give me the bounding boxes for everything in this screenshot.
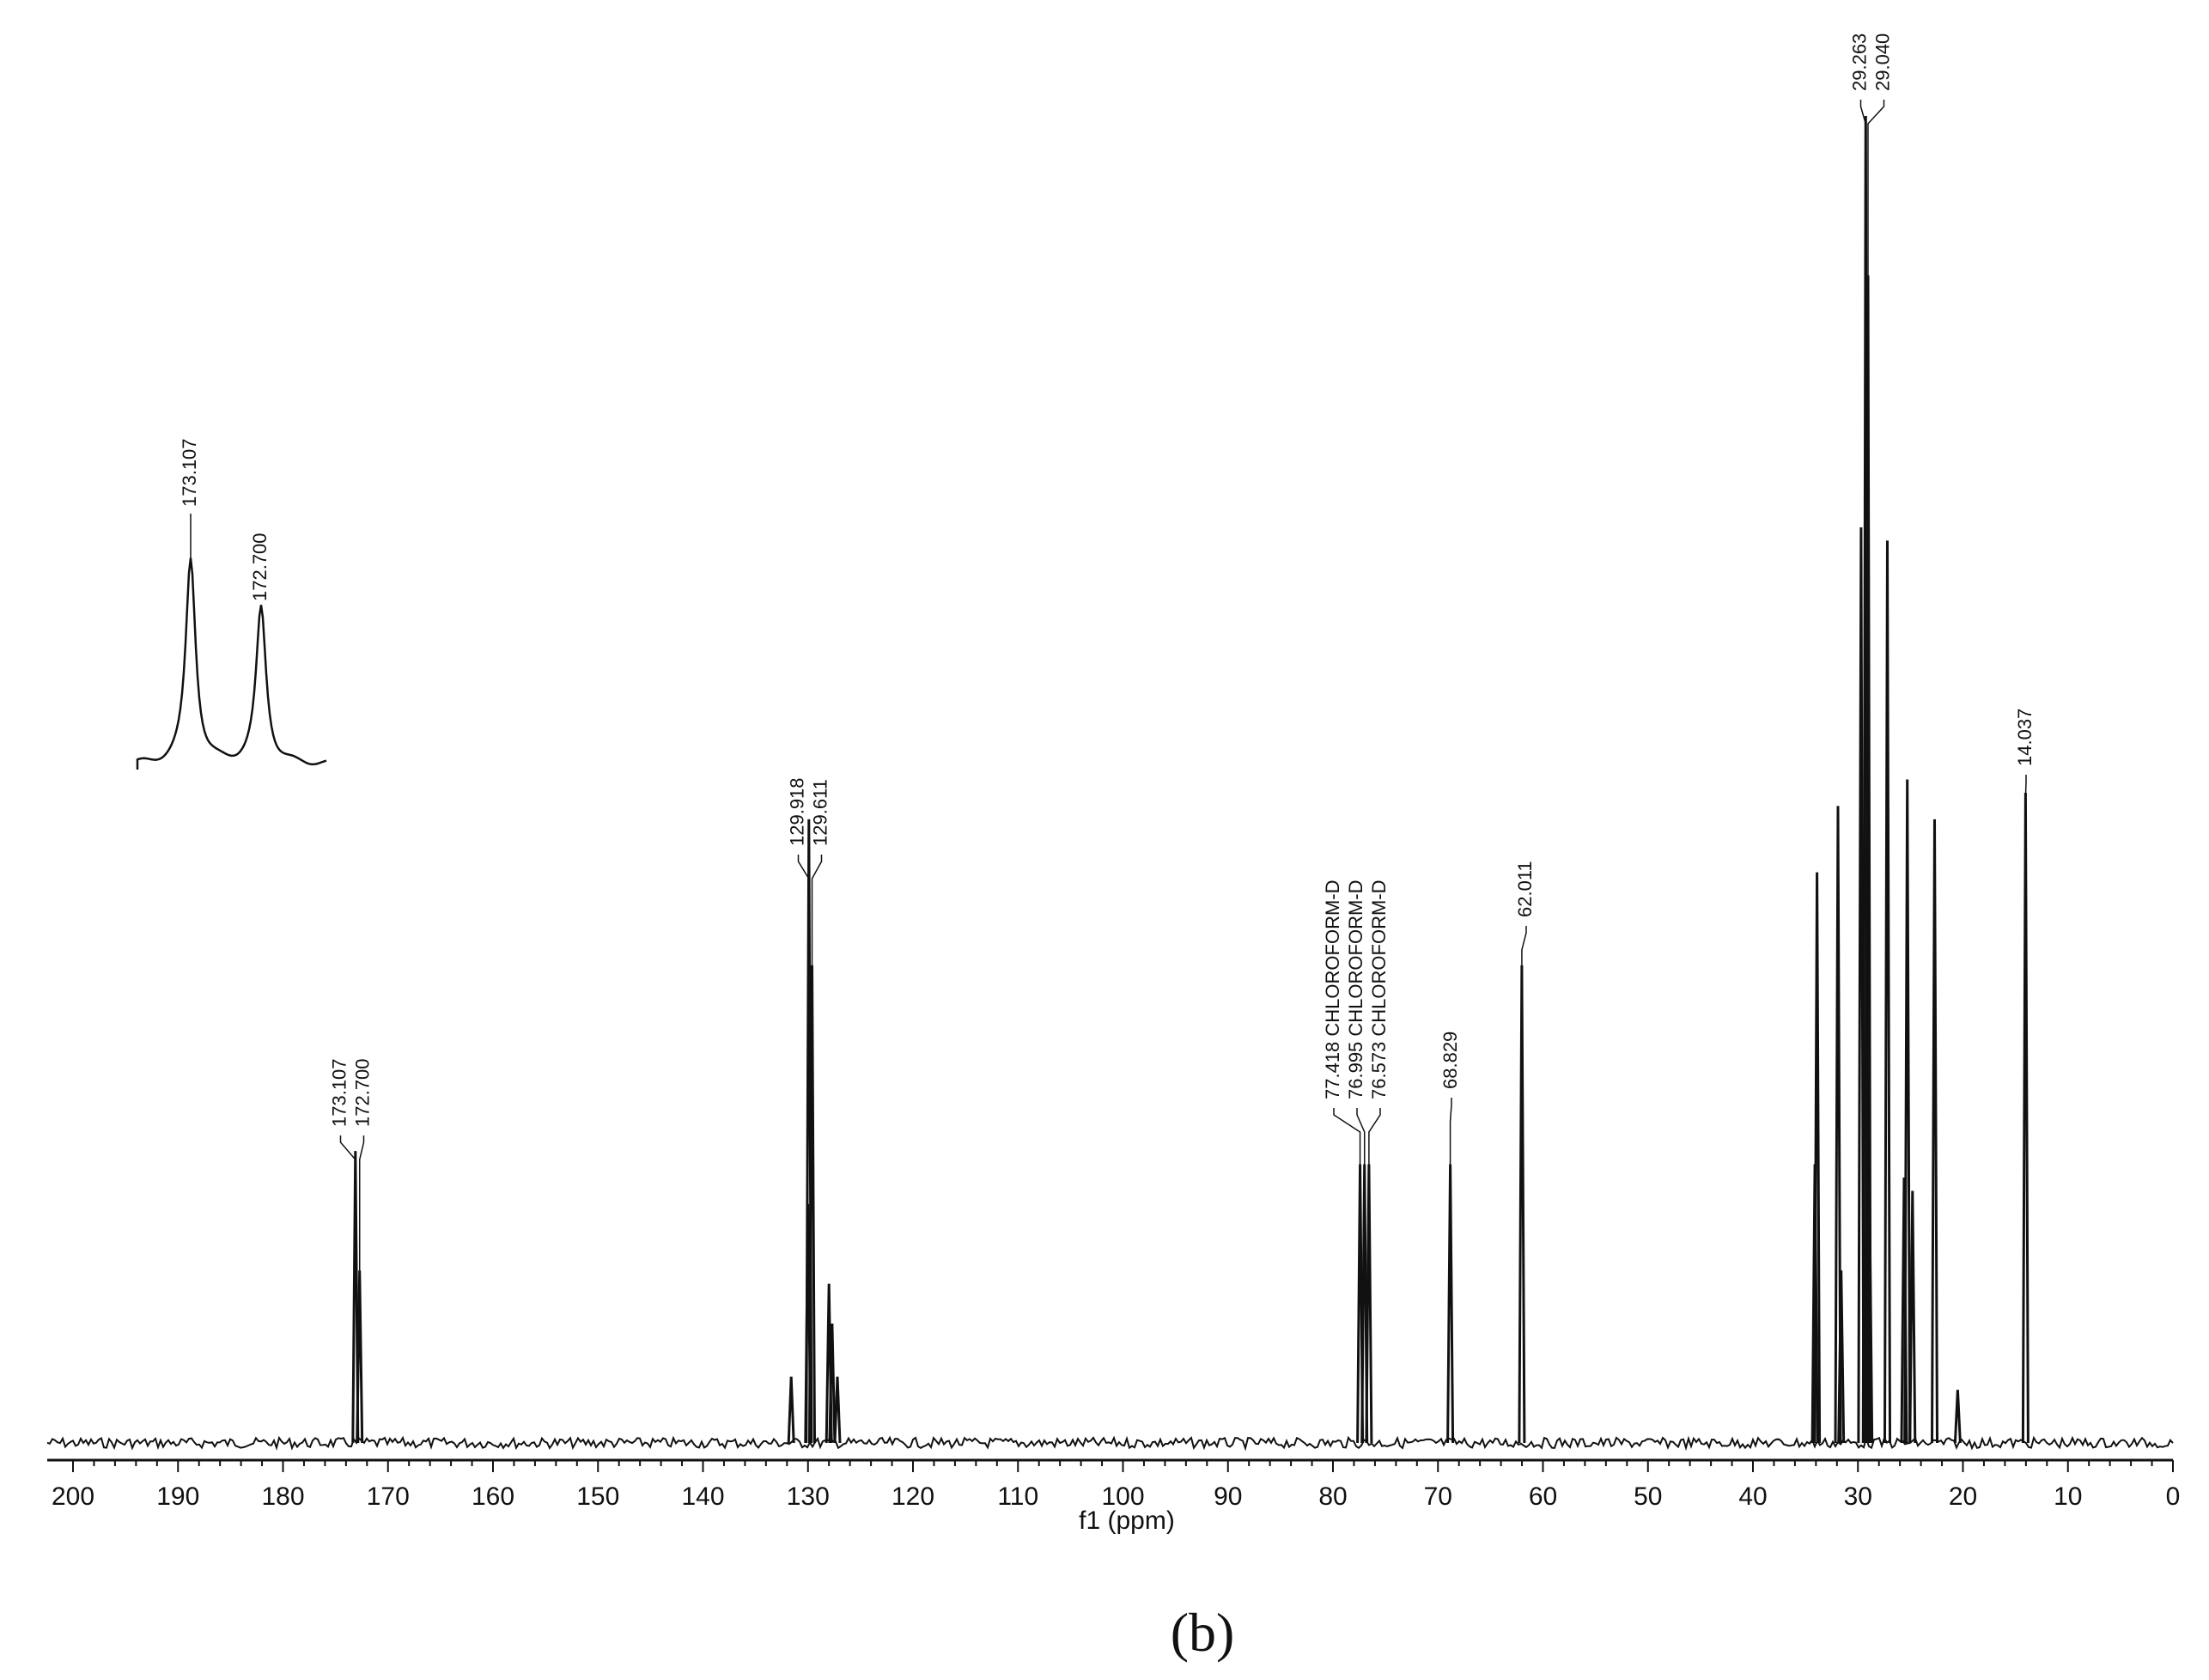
peak xyxy=(833,1376,842,1444)
x-tick-label: 70 xyxy=(1424,1482,1452,1511)
x-tick-label: 30 xyxy=(1844,1482,1872,1511)
peak xyxy=(356,1270,364,1444)
peak-label: 76.995 CHLOROFORM-D xyxy=(1345,880,1366,1099)
x-axis: 200 190 180 170 160 150 140 130 120 110 100 90 80 70 6… xyxy=(47,1458,2181,1511)
peak-label: 172.700 xyxy=(351,1058,373,1127)
peak-label: 29.263 xyxy=(1848,33,1870,91)
peak xyxy=(1365,1164,1373,1444)
peak xyxy=(1908,1190,1917,1444)
x-tick-label: 150 xyxy=(576,1482,619,1511)
x-tick-label: 100 xyxy=(1101,1482,1144,1511)
inset-carbonyl: 173.107 172.700 xyxy=(136,438,327,770)
peak xyxy=(1834,806,1842,1444)
x-tick-label: 170 xyxy=(367,1482,410,1511)
peak xyxy=(828,1323,837,1444)
x-tick-label: 50 xyxy=(1634,1482,1662,1511)
inset-peak-label: 173.107 xyxy=(179,438,200,507)
x-tick-label: 120 xyxy=(892,1482,934,1511)
panel-label: (b) xyxy=(1171,1602,1235,1663)
peak-label: 129.611 xyxy=(809,779,831,846)
label-connector xyxy=(1521,926,1527,965)
peak-label: 62.011 xyxy=(1514,861,1536,917)
peak xyxy=(1446,1164,1455,1444)
peak-label: 29.040 xyxy=(1871,33,1893,91)
peak xyxy=(1865,1190,1874,1444)
x-tick-label: 20 xyxy=(1949,1482,1977,1511)
label-connector xyxy=(797,855,810,880)
x-tick-label: 200 xyxy=(52,1482,94,1511)
x-tick-label: 60 xyxy=(1529,1482,1557,1511)
peak-label: 14.037 xyxy=(2014,709,2036,766)
x-tick-label: 110 xyxy=(997,1482,1038,1511)
x-tick-label: 140 xyxy=(681,1482,724,1511)
label-connector xyxy=(1368,1108,1381,1165)
peak xyxy=(351,1151,360,1444)
peak xyxy=(1518,965,1526,1444)
inset-peak-label: 172.700 xyxy=(249,533,271,601)
x-tick-label: 180 xyxy=(261,1482,304,1511)
x-tick-label: 160 xyxy=(472,1482,514,1511)
x-tick-label: 10 xyxy=(2054,1482,2082,1511)
peak xyxy=(1837,1270,1846,1444)
label-connector xyxy=(1867,100,1885,276)
label-connector xyxy=(811,855,823,965)
x-tick-label: 130 xyxy=(787,1482,830,1511)
peak xyxy=(1883,540,1891,1444)
peak-label: 68.829 xyxy=(1439,1032,1461,1089)
baseline-noise xyxy=(46,1434,2174,1452)
label-connector xyxy=(1859,100,1867,125)
peak-label: 173.107 xyxy=(328,1058,350,1127)
plot-area xyxy=(46,115,2174,1452)
peak xyxy=(2021,792,2029,1444)
peak xyxy=(1903,779,1912,1444)
x-tick-label: 80 xyxy=(1318,1482,1347,1511)
x-tick-label: 40 xyxy=(1738,1482,1767,1511)
label-connector xyxy=(339,1135,356,1161)
peak-label: 77.418 CHLOROFORM-D xyxy=(1322,880,1343,1099)
peak xyxy=(1931,819,1938,1444)
label-connector xyxy=(1333,1108,1361,1165)
x-tick-label: 0 xyxy=(2166,1482,2181,1511)
peak xyxy=(1953,1390,1962,1444)
inset-trace xyxy=(136,557,327,770)
peak-labels: 173.107 172.700 129.918 129.611 77.418 CHLOR… xyxy=(328,33,2036,1271)
peak-label: 76.573 CHLOROFORM-D xyxy=(1368,880,1390,1099)
peak xyxy=(1813,872,1822,1444)
x-axis-title: f1 (ppm) xyxy=(1079,1507,1175,1535)
peak xyxy=(787,1376,795,1444)
label-connector xyxy=(2024,775,2027,800)
x-tick-label: 90 xyxy=(1214,1482,1242,1511)
x-tick-label: 190 xyxy=(156,1482,199,1511)
peak-label: 129.918 xyxy=(786,777,807,846)
label-connector xyxy=(1356,1108,1366,1165)
label-connector xyxy=(358,1135,365,1271)
